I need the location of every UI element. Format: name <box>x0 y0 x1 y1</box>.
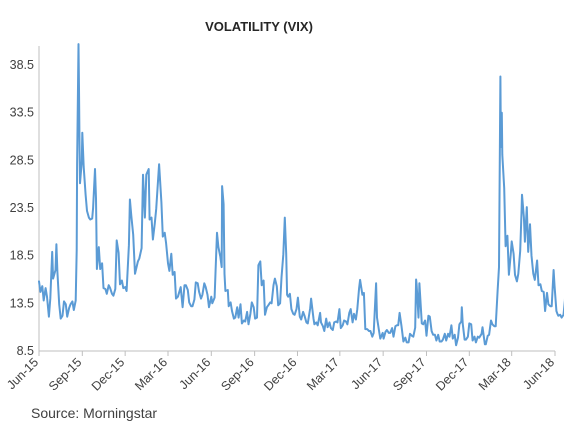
y-tick-label: 28.5 <box>10 153 34 167</box>
source-note: Source: Morningstar <box>31 405 157 421</box>
chart-title: VOLATILITY (VIX) <box>205 19 313 34</box>
x-axis: Jun-15 Sep-15 Dec-15 Mar-16 Jun-16 Sep-16 Dec-… <box>4 350 557 394</box>
x-tick-label: Sep-17 <box>390 355 428 393</box>
y-axis: 8.5 13.5 18.5 23.5 28.5 33.5 38.5 <box>10 46 40 358</box>
series-line-vix <box>38 43 564 347</box>
y-tick-label: 23.5 <box>10 201 34 215</box>
y-tick-label: 13.5 <box>10 296 34 310</box>
x-tick-label: Mar-17 <box>304 355 342 393</box>
series-layer <box>38 43 564 347</box>
y-tick-label: 38.5 <box>10 58 34 72</box>
y-tick-label: 18.5 <box>10 249 34 263</box>
x-tick-label: Jun-17 <box>348 355 385 392</box>
x-tick-label: Sep-16 <box>218 355 256 393</box>
x-tick-label: Jun-16 <box>176 355 213 392</box>
x-tick-label: Dec-17 <box>433 355 471 393</box>
x-tick-label: Jun-18 <box>520 355 557 392</box>
x-tick-label: Mar-18 <box>476 355 514 393</box>
x-tick-label: Dec-15 <box>89 355 127 393</box>
x-tick-label: Mar-16 <box>132 355 170 393</box>
y-tick-label: 8.5 <box>17 344 34 358</box>
x-tick-label: Sep-15 <box>46 355 84 393</box>
x-tick-label: Jun-15 <box>4 355 41 392</box>
y-tick-label: 33.5 <box>10 106 34 120</box>
x-tick-label: Dec-16 <box>261 355 299 393</box>
